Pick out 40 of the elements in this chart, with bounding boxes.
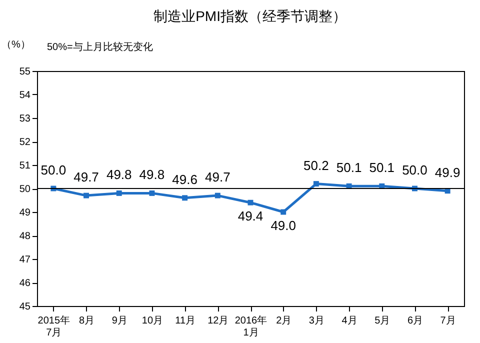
x-tick-label: 10月 (142, 316, 164, 326)
y-tick-label: 46 (19, 278, 31, 289)
y-tick-label: 45 (19, 302, 31, 312)
x-tick-label: 2月 (276, 316, 292, 326)
x-tick-label: 5月 (374, 316, 390, 326)
y-axis-title: （%） (2, 40, 30, 50)
y-tick-label: 54 (19, 90, 31, 101)
x-tick-label: 11月 (175, 316, 196, 326)
data-label: 49.7 (74, 170, 99, 185)
text: 50%=与上月比较无变化 (47, 41, 153, 53)
data-label: 49.8 (106, 167, 132, 182)
y-tick-label: 47 (19, 254, 31, 266)
x-tick-label: 3月 (308, 316, 324, 326)
y-tick-label: 53 (19, 114, 31, 124)
data-label: 49.4 (238, 208, 264, 224)
data-label: 50.0 (40, 162, 66, 178)
data-label: 50.1 (336, 160, 362, 176)
y-tick-label: 48 (19, 231, 31, 242)
x-tick-label: 12月 (208, 316, 229, 326)
x-tick-label: 7月 (440, 316, 456, 326)
y-tick-label: 50 (19, 184, 31, 195)
data-label: 49.8 (139, 167, 165, 182)
x-tick-label: 8月 (78, 316, 95, 326)
y-tick-label: 49 (19, 208, 31, 218)
data-label: 50.0 (402, 162, 428, 178)
data-label: 49.6 (172, 172, 198, 187)
data-label: 50.2 (304, 158, 329, 173)
y-tick-label: 52 (19, 137, 31, 148)
y-tick-label: 55 (19, 66, 31, 78)
data-label: 49.9 (434, 164, 460, 180)
x-tick-label: 2016年 1月 (234, 314, 268, 338)
data-label: 49.0 (270, 218, 296, 233)
chart-title: 制造业PMI指数（经季节调整） (154, 8, 346, 24)
x-tick-label: 2015年 7月 (38, 314, 70, 338)
data-label: 50.1 (369, 160, 395, 176)
y-tick-label: 51 (19, 160, 31, 172)
x-tick-label: 6月 (407, 316, 424, 326)
data-label: 49.7 (205, 170, 230, 185)
x-tick-label: 9月 (112, 316, 128, 326)
x-tick-label: 4月 (342, 316, 358, 326)
